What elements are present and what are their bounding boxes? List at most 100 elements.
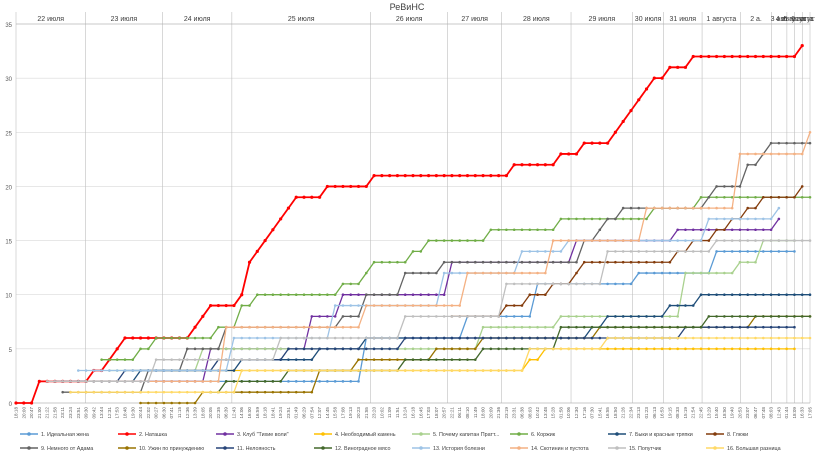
data-point (466, 271, 469, 275)
data-point (512, 347, 516, 351)
data-point (645, 325, 648, 329)
data-point (582, 260, 586, 264)
data-point (497, 271, 500, 275)
data-point (84, 390, 88, 394)
data-point (528, 282, 532, 286)
x-tick-label: 13:48 (543, 407, 548, 419)
legend-item: 3. Клуб "Тихие воли" (216, 432, 289, 438)
data-point (489, 271, 493, 275)
data-point (341, 369, 345, 372)
x-tick-label: 14:45 (325, 407, 330, 419)
legend-item: 15. Попутчик (608, 446, 662, 452)
data-point (520, 304, 524, 307)
data-point (396, 369, 399, 372)
data-point (185, 358, 189, 361)
data-point (217, 390, 220, 394)
date-group-label: 6 августа (791, 16, 815, 23)
data-point (653, 206, 656, 210)
data-point (403, 174, 407, 178)
data-point (723, 217, 726, 221)
data-point (193, 325, 197, 329)
date-group-label: 3 авг. (771, 16, 788, 23)
x-tick-label: 13:29 (706, 407, 711, 419)
data-point (201, 336, 205, 340)
data-point (427, 369, 430, 372)
data-point (505, 260, 508, 264)
x-tick-label: 18:18 (14, 407, 19, 419)
data-point (761, 239, 765, 242)
data-point (302, 380, 306, 383)
data-point (326, 380, 329, 383)
data-point (92, 380, 96, 383)
data-point (520, 347, 524, 351)
data-point (388, 336, 391, 340)
data-point (800, 315, 804, 318)
data-point (785, 347, 788, 351)
data-point (209, 380, 212, 383)
data-point (629, 250, 633, 253)
data-point (318, 369, 321, 372)
x-tick-label: 16:55 (605, 407, 610, 419)
data-point (287, 293, 290, 297)
data-point (738, 260, 742, 264)
data-point (92, 369, 96, 372)
data-point (528, 260, 532, 264)
data-point (147, 369, 150, 372)
data-point (551, 163, 555, 167)
data-point (357, 282, 360, 286)
data-point (715, 185, 718, 188)
data-point (217, 325, 220, 329)
data-point (505, 282, 508, 286)
legend-swatch-marker (615, 432, 619, 436)
data-point (302, 358, 306, 361)
data-point (45, 380, 49, 383)
data-point (714, 54, 719, 59)
data-point (131, 369, 135, 372)
data-point (333, 293, 337, 297)
data-point (590, 141, 594, 145)
data-point (411, 347, 415, 351)
data-point (248, 304, 251, 307)
data-point (248, 325, 251, 329)
data-point (730, 239, 734, 242)
x-tick-label: 22:34 (628, 407, 633, 419)
data-point (263, 347, 267, 351)
date-group-label: 23 июля (111, 16, 138, 23)
data-point (582, 325, 586, 329)
x-tick-label: 23:51 (76, 407, 81, 419)
data-point (178, 401, 181, 405)
data-point (100, 369, 103, 372)
data-point (178, 380, 181, 383)
data-point (769, 195, 773, 199)
x-axis: 18:18 20:00 20:47 21:00 21:22 21:58 23:11 23:24… (14, 402, 813, 419)
data-point (481, 239, 485, 242)
data-point (185, 369, 189, 372)
data-point (372, 347, 376, 351)
data-point (411, 358, 415, 361)
data-point (248, 380, 251, 383)
data-point (497, 260, 500, 264)
x-tick-label: 06:13 (652, 407, 657, 419)
x-tick-label: 19:40 (730, 407, 735, 419)
data-point (644, 87, 649, 91)
x-tick-label: 23:19 (504, 407, 509, 419)
legend-item: 16. Большая разница (706, 446, 781, 452)
data-point (403, 347, 407, 351)
data-point (193, 358, 197, 361)
x-tick-label: 20:05 (208, 407, 213, 419)
data-point (473, 174, 477, 178)
data-point (660, 271, 664, 275)
x-tick-label: 15:40 (714, 407, 719, 419)
legend-item: 10. Ужин по принуждению (118, 446, 204, 452)
data-point (754, 260, 757, 264)
x-tick-label: 18:07 (434, 407, 439, 419)
data-point (473, 358, 477, 361)
data-point (668, 347, 672, 351)
data-point (154, 336, 158, 340)
data-point (326, 315, 329, 318)
data-point (240, 293, 244, 297)
data-point (489, 325, 493, 329)
data-point (147, 390, 150, 394)
data-point (419, 293, 423, 297)
data-point (653, 325, 656, 329)
